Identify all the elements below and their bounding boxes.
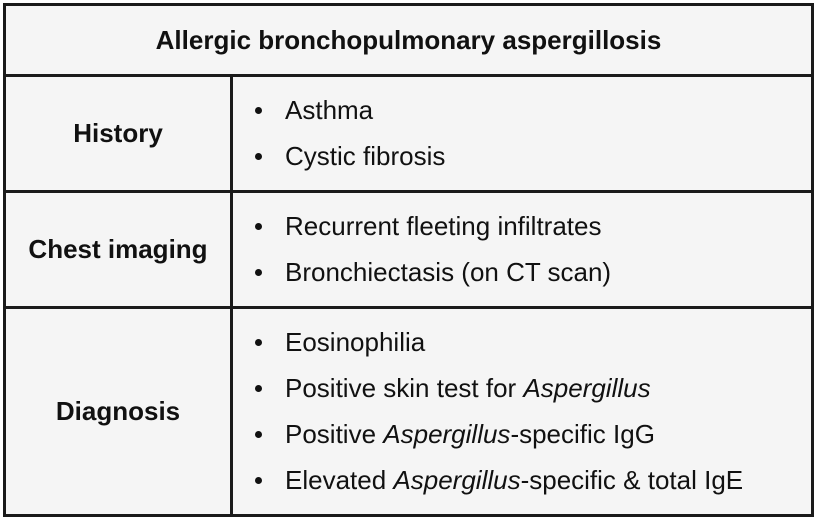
text-segment: Elevated (285, 465, 394, 495)
text-segment: Eosinophilia (285, 327, 426, 357)
bullet-icon (255, 107, 262, 114)
table-row-diagnosis: Diagnosis Eosinophilia Positive skin test… (6, 309, 811, 514)
bullet-icon (255, 269, 262, 276)
text-segment: Bronchiectasis (on CT scan) (285, 257, 612, 287)
italic-term: Aspergillus (383, 419, 511, 449)
text-segment: -specific & total IgE (520, 465, 744, 495)
list-item: Cystic fibrosis (255, 134, 811, 180)
list-item: Elevated Aspergillus-specific & total Ig… (255, 458, 811, 504)
table-title: Allergic bronchopulmonary aspergillosis (6, 6, 811, 77)
list-item: Recurrent fleeting infiltrates (255, 204, 811, 250)
table-row-chest-imaging: Chest imaging Recurrent fleeting infiltr… (6, 193, 811, 309)
list-item: Positive Aspergillus-specific IgG (255, 412, 811, 458)
list-item: Bronchiectasis (on CT scan) (255, 250, 811, 296)
row-label-diagnosis: Diagnosis (6, 309, 233, 514)
bullet-icon (255, 153, 262, 160)
text-segment: Positive skin test for (285, 373, 524, 403)
row-label-chest-imaging: Chest imaging (6, 193, 233, 306)
italic-term: Aspergillus (523, 373, 651, 403)
row-label-history: History (6, 77, 233, 190)
bullet-icon (255, 477, 262, 484)
table-row-history: History Asthma Cystic fibrosis (6, 77, 811, 193)
bullet-icon (255, 339, 262, 346)
italic-term: Aspergillus (393, 465, 521, 495)
list-item-text: Asthma (285, 95, 373, 126)
info-table: Allergic bronchopulmonary aspergillosis … (3, 3, 814, 517)
text-segment: -specific IgG (510, 419, 655, 449)
list-item-text: Elevated Aspergillus-specific & total Ig… (285, 465, 743, 496)
text-segment: Cystic fibrosis (285, 141, 446, 171)
list-item: Asthma (255, 88, 811, 134)
text-segment: Recurrent fleeting infiltrates (285, 211, 602, 241)
row-content-history: Asthma Cystic fibrosis (233, 77, 811, 190)
bullet-icon (255, 431, 262, 438)
list-item-text: Positive Aspergillus-specific IgG (285, 419, 655, 450)
text-segment: Positive (285, 419, 384, 449)
list-item-text: Recurrent fleeting infiltrates (285, 211, 601, 242)
list-item-text: Cystic fibrosis (285, 141, 445, 172)
list-item-text: Positive skin test for Aspergillus (285, 373, 651, 404)
bullet-icon (255, 223, 262, 230)
list-item: Eosinophilia (255, 320, 811, 366)
row-content-chest-imaging: Recurrent fleeting infiltrates Bronchiect… (233, 193, 811, 306)
list-item: Positive skin test for Aspergillus (255, 366, 811, 412)
text-segment: Asthma (285, 95, 374, 125)
bullet-icon (255, 385, 262, 392)
row-content-diagnosis: Eosinophilia Positive skin test for Asper… (233, 309, 811, 514)
list-item-text: Bronchiectasis (on CT scan) (285, 257, 611, 288)
list-item-text: Eosinophilia (285, 327, 425, 358)
